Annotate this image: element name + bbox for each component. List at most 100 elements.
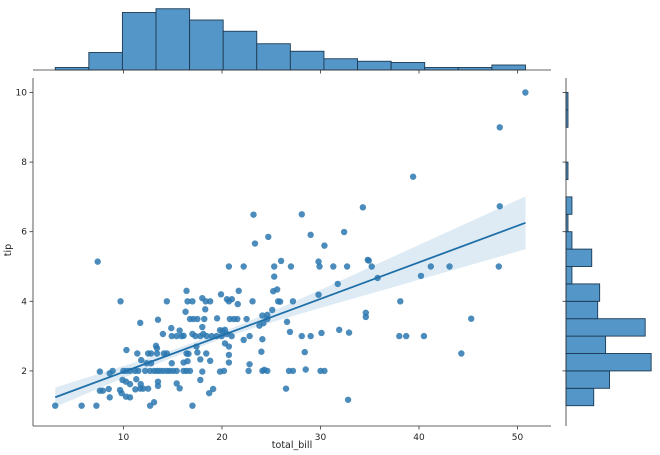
- y-hist-bar: [565, 335, 607, 354]
- data-point: [205, 389, 213, 397]
- data-point: [209, 385, 217, 393]
- data-point: [365, 257, 372, 264]
- data-point: [298, 332, 305, 340]
- data-point: [117, 298, 124, 305]
- data-point: [298, 211, 305, 218]
- data-point: [201, 315, 208, 323]
- y-tick-label: 6: [21, 228, 27, 238]
- data-point: [99, 387, 107, 394]
- data-point: [144, 385, 152, 392]
- data-point: [194, 349, 201, 356]
- data-point: [78, 402, 85, 409]
- data-point: [173, 380, 180, 387]
- data-point: [336, 326, 343, 334]
- y-hist-bar: [565, 370, 611, 389]
- data-point: [176, 385, 183, 392]
- x-hist-bar: [491, 64, 526, 71]
- y-hist-bar: [565, 353, 652, 372]
- x-hist-bar: [189, 19, 224, 71]
- top-marginal-histogram: [33, 8, 551, 71]
- data-point: [334, 280, 341, 288]
- data-point: [321, 242, 328, 249]
- x-tick-label: 50: [512, 433, 524, 443]
- data-point: [134, 350, 141, 357]
- data-point: [289, 298, 297, 305]
- data-point: [126, 394, 134, 401]
- data-point: [225, 298, 233, 305]
- y-hist-bar: [565, 387, 595, 407]
- x-tick-label: 40: [413, 433, 425, 443]
- data-point: [307, 332, 314, 340]
- data-point: [427, 263, 435, 270]
- data-point: [269, 306, 276, 314]
- data-point: [522, 89, 529, 96]
- x-tick-label: 10: [118, 433, 130, 443]
- data-point: [446, 263, 453, 270]
- data-point: [202, 298, 209, 305]
- data-point: [417, 272, 425, 280]
- data-point: [302, 366, 309, 373]
- data-point: [259, 336, 266, 343]
- data-point: [52, 402, 59, 409]
- data-point: [163, 298, 171, 305]
- y-hist-bar: [565, 248, 593, 267]
- data-point: [264, 367, 271, 375]
- data-point: [359, 204, 367, 211]
- data-point: [168, 332, 175, 340]
- data-point: [217, 291, 225, 298]
- y-hist-bar: [565, 318, 646, 337]
- data-point: [249, 298, 256, 305]
- data-point: [368, 263, 375, 270]
- x-hist-bar: [222, 30, 258, 71]
- data-point: [321, 367, 328, 375]
- data-point: [132, 386, 139, 393]
- data-point: [315, 258, 322, 265]
- data-point: [409, 173, 417, 180]
- data-point: [186, 367, 194, 375]
- data-point: [340, 228, 348, 236]
- right-marginal-histogram: [565, 78, 652, 426]
- data-point: [271, 273, 278, 280]
- data-point: [197, 356, 204, 363]
- data-point: [345, 329, 353, 336]
- data-point: [173, 367, 180, 375]
- data-point: [137, 380, 144, 388]
- x-hist-bar: [289, 50, 325, 71]
- x-hist-bar: [256, 43, 291, 71]
- data-point: [315, 291, 322, 298]
- y-hist-bar: [565, 196, 573, 215]
- regression-line: [54, 221, 526, 399]
- data-point: [206, 357, 214, 365]
- data-point: [203, 350, 210, 357]
- data-point: [271, 263, 278, 270]
- data-point: [197, 376, 204, 384]
- data-point: [176, 327, 183, 334]
- data-point: [184, 298, 191, 305]
- data-point: [458, 350, 465, 357]
- data-point: [225, 343, 233, 350]
- data-point: [286, 328, 294, 336]
- data-point: [185, 350, 192, 358]
- data-point: [182, 308, 189, 315]
- data-point: [245, 367, 252, 375]
- data-point: [199, 368, 206, 375]
- data-point: [184, 357, 191, 365]
- data-point: [189, 298, 196, 305]
- data-point: [118, 389, 125, 397]
- x-hist-bar: [390, 62, 426, 71]
- data-point: [225, 359, 233, 366]
- data-point: [178, 332, 185, 340]
- data-point: [159, 330, 167, 338]
- scatter-points: [52, 89, 529, 409]
- data-point: [495, 263, 502, 270]
- data-point: [468, 315, 475, 322]
- data-point: [273, 286, 281, 293]
- data-point: [206, 298, 214, 305]
- data-point: [496, 203, 503, 210]
- data-point: [126, 380, 134, 388]
- data-point: [259, 312, 266, 319]
- data-point: [109, 367, 116, 375]
- data-point: [123, 346, 130, 354]
- data-point: [283, 318, 291, 326]
- x-hist-bar: [88, 52, 123, 71]
